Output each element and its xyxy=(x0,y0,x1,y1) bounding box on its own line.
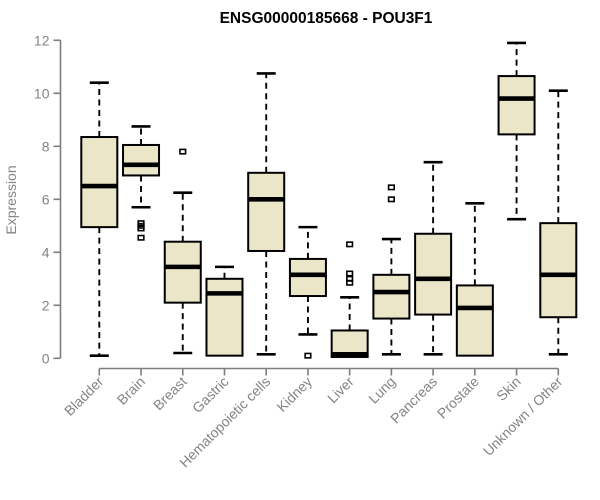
iqr-box xyxy=(288,257,327,298)
x-tick-label-breast: Breast xyxy=(150,373,190,413)
iqr-box xyxy=(163,240,202,304)
box-kidney xyxy=(288,225,327,359)
outlier-point xyxy=(304,352,312,359)
outlier-point xyxy=(346,279,354,286)
iqr-box xyxy=(497,75,536,136)
iqr-box xyxy=(414,232,453,316)
box-brain xyxy=(122,125,161,241)
x-tick-label-liver: Liver xyxy=(324,373,357,406)
box-breast xyxy=(163,148,202,355)
y-axis-label: Expression xyxy=(3,165,19,234)
x-tick-label-prostate: Prostate xyxy=(434,373,482,421)
iqr-box xyxy=(455,284,494,357)
iqr-box xyxy=(122,143,161,177)
outlier-point xyxy=(346,270,354,277)
y-tick-label: 6 xyxy=(42,191,50,207)
box-skin xyxy=(497,41,536,221)
y-tick-label: 10 xyxy=(34,85,50,101)
outlier-point xyxy=(346,241,354,248)
y-tick-label: 4 xyxy=(42,244,50,260)
iqr-box xyxy=(247,171,286,252)
iqr-box xyxy=(539,222,578,319)
x-tick-label-kidney: Kidney xyxy=(273,373,315,415)
x-tick-label-lung: Lung xyxy=(365,373,398,406)
y-tick-label: 2 xyxy=(42,297,50,313)
box-unknown-other xyxy=(539,89,578,356)
x-tick-label-bladder: Bladder xyxy=(61,373,107,419)
iqr-box xyxy=(80,136,119,229)
box-lung xyxy=(372,184,411,356)
box-bladder xyxy=(80,81,119,357)
box-gastric xyxy=(205,265,244,357)
y-tick-label: 0 xyxy=(42,350,50,366)
x-tick-label-brain: Brain xyxy=(114,373,148,407)
outlier-point xyxy=(387,196,395,203)
box-hematopoietic-cells xyxy=(247,72,286,356)
y-tick-label: 8 xyxy=(42,138,50,154)
outlier-point xyxy=(137,234,145,241)
x-tick-label-unknown-other: Unknown / Other xyxy=(480,373,566,459)
box-pancreas xyxy=(414,160,453,356)
chart-title: ENSG00000185668 - POU3F1 xyxy=(220,10,433,27)
outlier-point xyxy=(387,184,395,191)
iqr-box xyxy=(205,277,244,357)
x-tick-label-skin: Skin xyxy=(493,373,524,404)
box-prostate xyxy=(455,201,494,357)
outlier-point xyxy=(137,225,145,232)
box-liver xyxy=(330,241,369,358)
y-tick-label: 12 xyxy=(34,32,50,48)
outlier-point xyxy=(179,148,187,155)
iqr-box xyxy=(372,273,411,320)
